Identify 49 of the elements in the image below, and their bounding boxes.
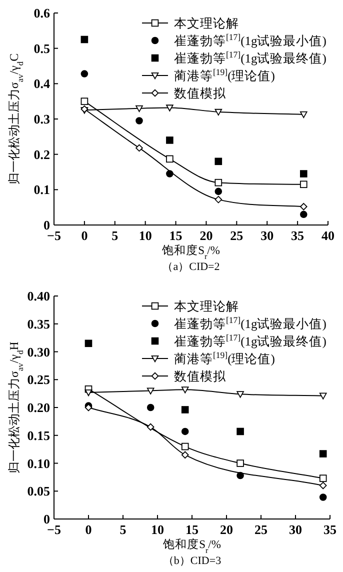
x-tick-label: 20 [200,228,213,243]
x-tick-label: 25 [254,522,268,537]
x-tick-label: 30 [289,522,302,537]
y-tick-label: 0 [44,218,50,232]
text: （a）CID=2 [162,261,220,273]
legend-label: 崔蓬勃等$^{[17]}$(1g试验最终值) [174,50,326,66]
y-tick-label: 0.2 [34,146,50,162]
y-tick-label: 0.40 [27,288,50,304]
x-axis-title: 饱和度S$_{r}$/% [161,243,220,260]
y-tick-label: 0.4 [34,76,50,92]
x-tick-label: 35 [324,522,337,537]
y-tick-label: 0.3 [34,112,50,126]
x-tick-label: 5 [120,522,127,537]
legend-label: 数值模拟 [174,86,227,100]
x-axis-title: 饱和度S$_{r}$/% [162,537,222,554]
x-tick-label: 5 [112,228,119,243]
y-tick-label: 0.6 [34,6,50,20]
y-tick-label: 0.15 [27,428,50,443]
x-tick-label: 0 [81,228,88,243]
x-tick-label: 10 [138,228,152,243]
x-tick-label: 40 [322,228,334,243]
legend-label: 崔蓬勃等$^{[17]}$(1g试验最小值) [174,315,326,331]
x-tick-label: 20 [220,522,233,537]
y-tick-label: 0.1 [34,182,50,198]
x-tick-label: −5 [47,522,62,537]
text: （b）CID=3 [162,555,222,567]
y-tick-label: 0.5 [34,40,50,56]
y-tick-label: 0.25 [27,372,50,388]
x-tick-label: 0 [85,522,92,537]
y-tick-label: 0.30 [27,344,50,360]
x-tick-label: 15 [169,228,183,243]
legend-label: 本文理论解 [174,300,239,314]
x-tick-label: −5 [47,228,62,243]
legend-label: 本文理论解 [174,16,239,30]
legend-label: 崔蓬勃等$^{[17]}$(1g试验最终值) [174,332,326,348]
x-tick-label: 35 [291,228,305,243]
x-tick-label: 30 [260,228,274,243]
y-tick-label: 0.35 [27,316,50,332]
y-tick-label: 0.10 [27,456,50,471]
legend-label: 崔蓬勃等$^{[17]}$(1g试验最小值) [174,32,326,48]
legend-label: 数值模拟 [174,370,227,384]
y-tick-label: 0 [44,512,50,526]
x-tick-label: 15 [186,522,199,537]
y-tick-label: 0.05 [27,484,50,499]
x-tick-label: 10 [151,522,164,537]
legend-label: 蔺港等$^{[19]}$(理论值) [174,67,275,83]
y-tick-label: 0.20 [27,400,50,415]
x-tick-label: 25 [230,228,244,243]
legend-label: 蔺港等$^{[19]}$(理论值) [174,350,275,366]
